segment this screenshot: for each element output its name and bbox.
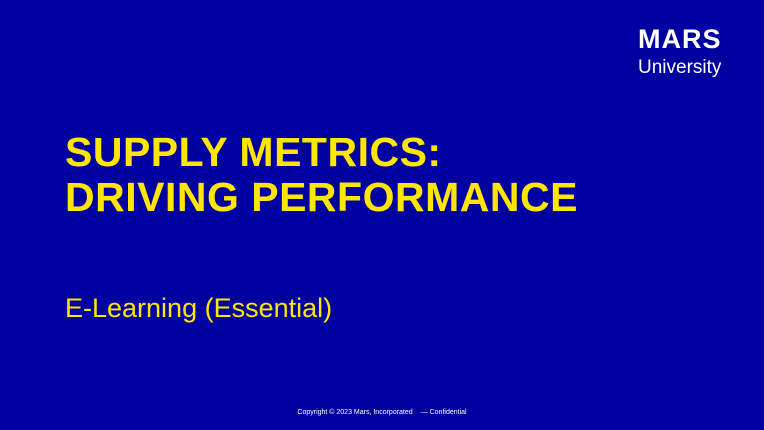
slide-subtitle: E-Learning (Essential)	[65, 293, 333, 323]
copyright-footer: Copyright © 2023 Mars, Incorporated — Con…	[0, 408, 764, 418]
mars-university-logo: MARS University	[630, 26, 740, 79]
slide-title: SUPPLY METRICS: DRIVING PERFORMANCE	[65, 130, 725, 220]
slide-title-line-2: DRIVING PERFORMANCE	[65, 174, 578, 220]
logo-brand-text: MARS	[638, 24, 722, 54]
slide-title-line-1: SUPPLY METRICS:	[65, 129, 442, 175]
logo-subtitle-text: University	[638, 57, 722, 78]
copyright-text: Copyright © 2023 Mars, Incorporated	[297, 409, 413, 416]
confidential-text: — Confidential	[420, 409, 467, 416]
